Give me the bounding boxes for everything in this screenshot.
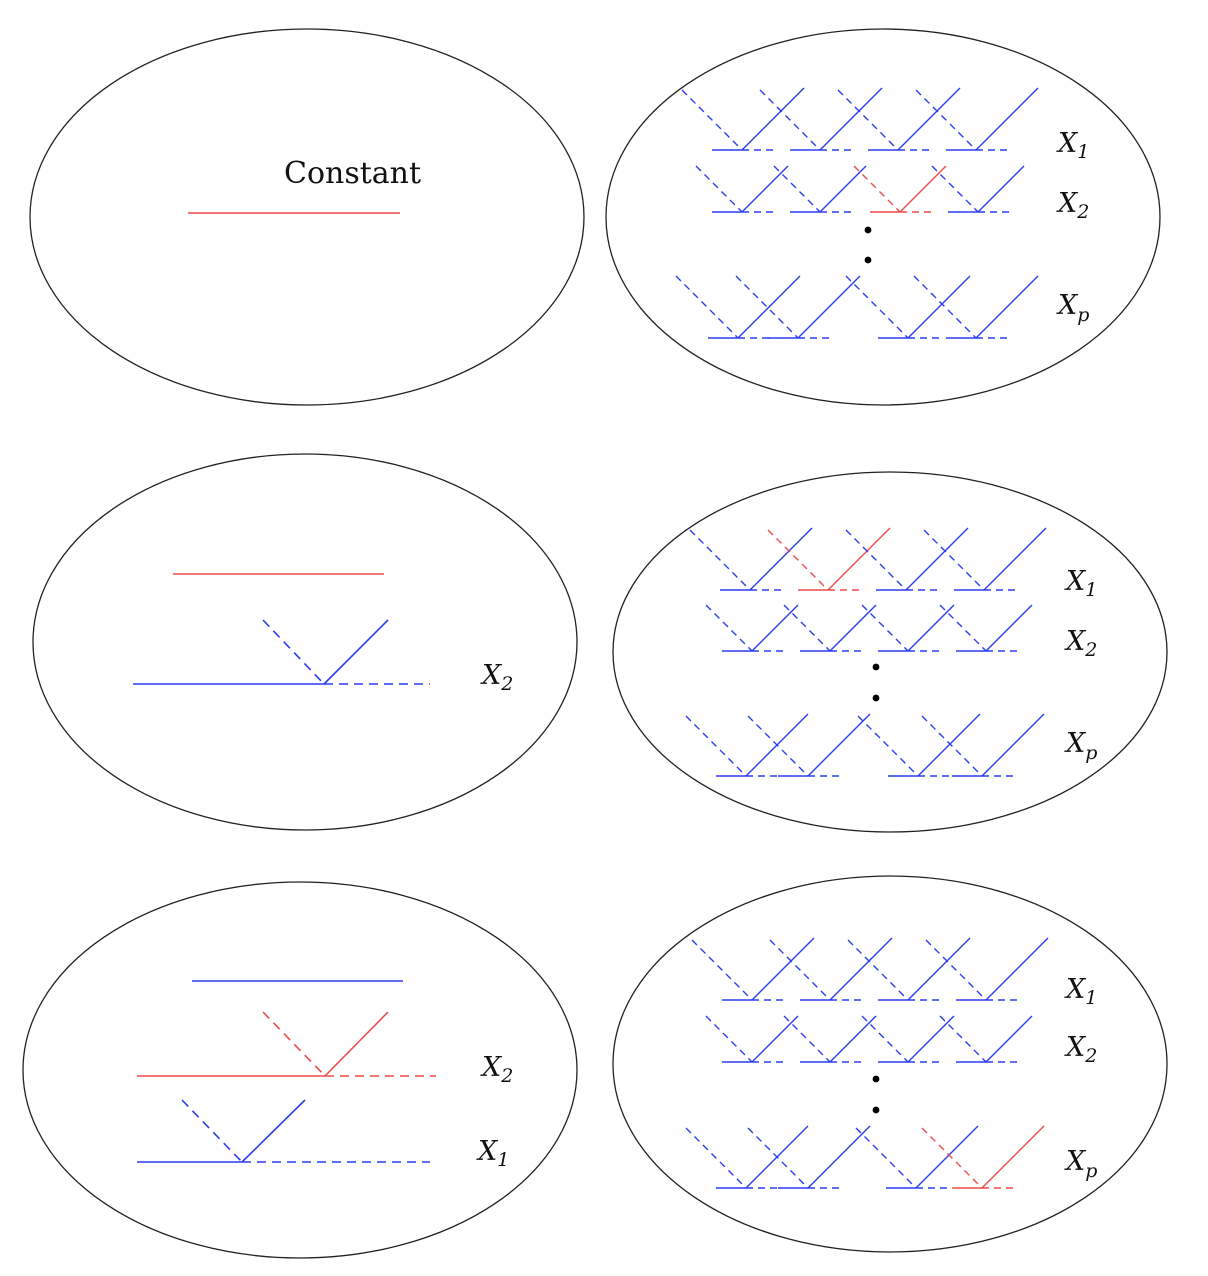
stump-x1: [137, 1099, 430, 1163]
tree-stump-x2: [783, 604, 877, 652]
ellipsis-dot: [872, 663, 880, 671]
tree-stump-x1-highlight: [767, 527, 891, 591]
variable-label: X1: [1056, 128, 1089, 163]
tree-stump-x1: [689, 527, 813, 591]
tree-stump-x2: [773, 165, 867, 213]
tree-stump-x2: [861, 604, 955, 652]
panel-4-ellipse: [612, 471, 1168, 833]
panel-2-ellipse: [605, 28, 1161, 406]
tree-stump-x1: [915, 87, 1039, 151]
tree-stump-xp: [747, 713, 871, 777]
tree-stump-x2: [939, 1015, 1033, 1063]
mini-tree-rows: [675, 87, 1049, 1189]
variable-label: X2: [1064, 626, 1097, 661]
tree-stump-x2: [705, 1015, 799, 1063]
tree-stump-xp: [735, 275, 861, 339]
tree-stump-x2: [783, 1015, 877, 1063]
variable-label: X1: [476, 1136, 509, 1171]
variable-label: X2: [1064, 1032, 1097, 1067]
tree-stump-x2: [939, 604, 1033, 652]
panel-1-title: Constant: [284, 156, 421, 191]
tree-stump-xp: [921, 713, 1045, 777]
tree-stump-xp: [855, 1125, 979, 1189]
stump-x2: [137, 1011, 436, 1077]
tree-stump-xp-highlight: [921, 1125, 1045, 1189]
panel-1-ellipse: [29, 28, 585, 406]
tree-stump-x1: [691, 937, 815, 1001]
tree-stump-x1: [837, 87, 961, 151]
tree-stump-x2-highlight: [853, 165, 947, 213]
variable-label: Xp: [1056, 290, 1089, 326]
panel-6-ellipse: [612, 875, 1168, 1253]
tree-stump-x1: [925, 937, 1049, 1001]
tree-stump-xp: [747, 1125, 871, 1189]
panel-5-ellipse: [22, 881, 578, 1259]
tree-stump-xp: [685, 1125, 809, 1189]
ellipsis-dot: [872, 694, 880, 702]
ellipsis-dot: [872, 1075, 880, 1083]
tree-stump-x2: [695, 165, 789, 213]
variable-label: Xp: [1064, 728, 1097, 764]
ellipsis-dot: [864, 256, 872, 264]
tree-stump-x2: [705, 604, 799, 652]
tree-stump-xp: [857, 713, 981, 777]
variable-label: X2: [480, 660, 513, 695]
variable-label: X2: [1056, 188, 1089, 223]
tree-stump-x1: [847, 937, 971, 1001]
variable-label: X1: [1064, 566, 1097, 601]
ellipsis-dot: [872, 1106, 880, 1114]
tree-stump-xp: [913, 275, 1039, 339]
tree-stump-xp: [685, 713, 809, 777]
tree-stump-x1: [769, 937, 893, 1001]
tree-stump-x2: [931, 165, 1025, 213]
tree-stump-x1: [759, 87, 883, 151]
tree-stump-xp: [845, 275, 971, 339]
tree-stump-x1: [681, 87, 805, 151]
tree-stump-x1: [845, 527, 969, 591]
stump-x2: [133, 619, 430, 685]
tree-stump-x1: [923, 527, 1047, 591]
ellipsis-dot: [864, 226, 872, 234]
tree-stump-x2: [861, 1015, 955, 1063]
tree-stump-xp: [675, 275, 801, 339]
variable-label: X2: [480, 1052, 513, 1087]
variable-label: X1: [1064, 974, 1097, 1009]
variable-label: Xp: [1064, 1146, 1097, 1182]
panel-3-ellipse: [32, 453, 578, 831]
